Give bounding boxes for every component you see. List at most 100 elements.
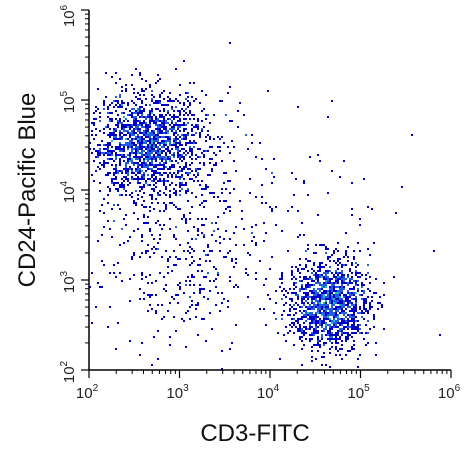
data-point	[275, 224, 277, 226]
data-point	[115, 134, 117, 136]
data-point	[133, 112, 135, 114]
data-point	[163, 276, 165, 278]
y-axis-title: CD24-Pacific Blue	[14, 93, 41, 288]
data-point	[111, 164, 113, 166]
data-point	[153, 114, 155, 116]
data-point	[311, 338, 313, 340]
data-point	[309, 296, 311, 298]
data-point	[333, 318, 335, 320]
data-point	[97, 282, 99, 284]
data-point	[157, 168, 159, 170]
data-point	[115, 130, 117, 132]
data-point	[333, 316, 335, 318]
data-point	[361, 284, 363, 286]
data-point	[193, 284, 195, 286]
data-point	[117, 126, 119, 128]
data-point	[233, 266, 235, 268]
data-point	[163, 120, 165, 122]
data-point	[151, 248, 153, 250]
data-point	[135, 202, 137, 204]
data-point	[343, 288, 345, 290]
data-point	[323, 330, 325, 332]
data-point	[197, 126, 199, 128]
data-point	[133, 134, 135, 136]
data-point	[355, 292, 357, 294]
data-point	[281, 314, 283, 316]
data-point	[181, 176, 183, 178]
data-point	[305, 278, 307, 280]
data-point	[141, 112, 143, 114]
data-point	[315, 358, 317, 360]
data-point	[101, 140, 103, 142]
data-point	[205, 114, 207, 116]
data-point	[381, 306, 383, 308]
data-point	[335, 340, 337, 342]
data-point	[327, 314, 329, 316]
data-point	[349, 306, 351, 308]
data-point	[189, 172, 191, 174]
data-point	[323, 290, 325, 292]
data-point	[141, 152, 143, 154]
data-point	[97, 166, 99, 168]
data-point	[131, 132, 133, 134]
data-point	[327, 306, 329, 308]
data-point	[93, 138, 95, 140]
data-point	[193, 174, 195, 176]
data-point	[335, 272, 337, 274]
data-point	[107, 152, 109, 154]
data-point	[183, 136, 185, 138]
data-point	[133, 120, 135, 122]
data-point	[125, 126, 127, 128]
data-point	[133, 116, 135, 118]
data-point	[249, 192, 251, 194]
data-point	[317, 214, 319, 216]
data-point	[113, 174, 115, 176]
data-point	[113, 160, 115, 162]
data-point	[161, 164, 163, 166]
data-point	[341, 310, 343, 312]
data-point	[183, 102, 185, 104]
data-point	[317, 270, 319, 272]
data-point	[141, 90, 143, 92]
data-point	[351, 272, 353, 274]
data-point	[155, 136, 157, 138]
data-point	[295, 320, 297, 322]
data-point	[329, 286, 331, 288]
data-point	[149, 140, 151, 142]
data-point	[159, 114, 161, 116]
data-point	[221, 302, 223, 304]
data-point	[187, 190, 189, 192]
data-point	[121, 148, 123, 150]
data-point	[301, 332, 303, 334]
data-point	[213, 266, 215, 268]
data-point	[175, 116, 177, 118]
data-point	[313, 304, 315, 306]
data-point	[355, 262, 357, 264]
data-point	[153, 246, 155, 248]
data-point	[327, 318, 329, 320]
data-point	[89, 142, 91, 144]
data-point	[159, 156, 161, 158]
data-point	[143, 184, 145, 186]
data-point	[345, 320, 347, 322]
data-point	[149, 274, 151, 276]
data-point	[179, 94, 181, 96]
data-point	[307, 308, 309, 310]
x-axis-ticks: 102 103 104 105 106	[76, 370, 461, 402]
data-point	[173, 316, 175, 318]
data-point	[185, 128, 187, 130]
data-point	[217, 196, 219, 198]
data-point	[319, 284, 321, 286]
data-point	[151, 156, 153, 158]
data-point	[121, 136, 123, 138]
data-point	[177, 152, 179, 154]
data-point	[157, 128, 159, 130]
data-point	[199, 134, 201, 136]
data-point	[317, 300, 319, 302]
data-point	[157, 150, 159, 152]
data-point	[337, 350, 339, 352]
data-point	[143, 176, 145, 178]
data-point	[133, 254, 135, 256]
data-point	[125, 118, 127, 120]
